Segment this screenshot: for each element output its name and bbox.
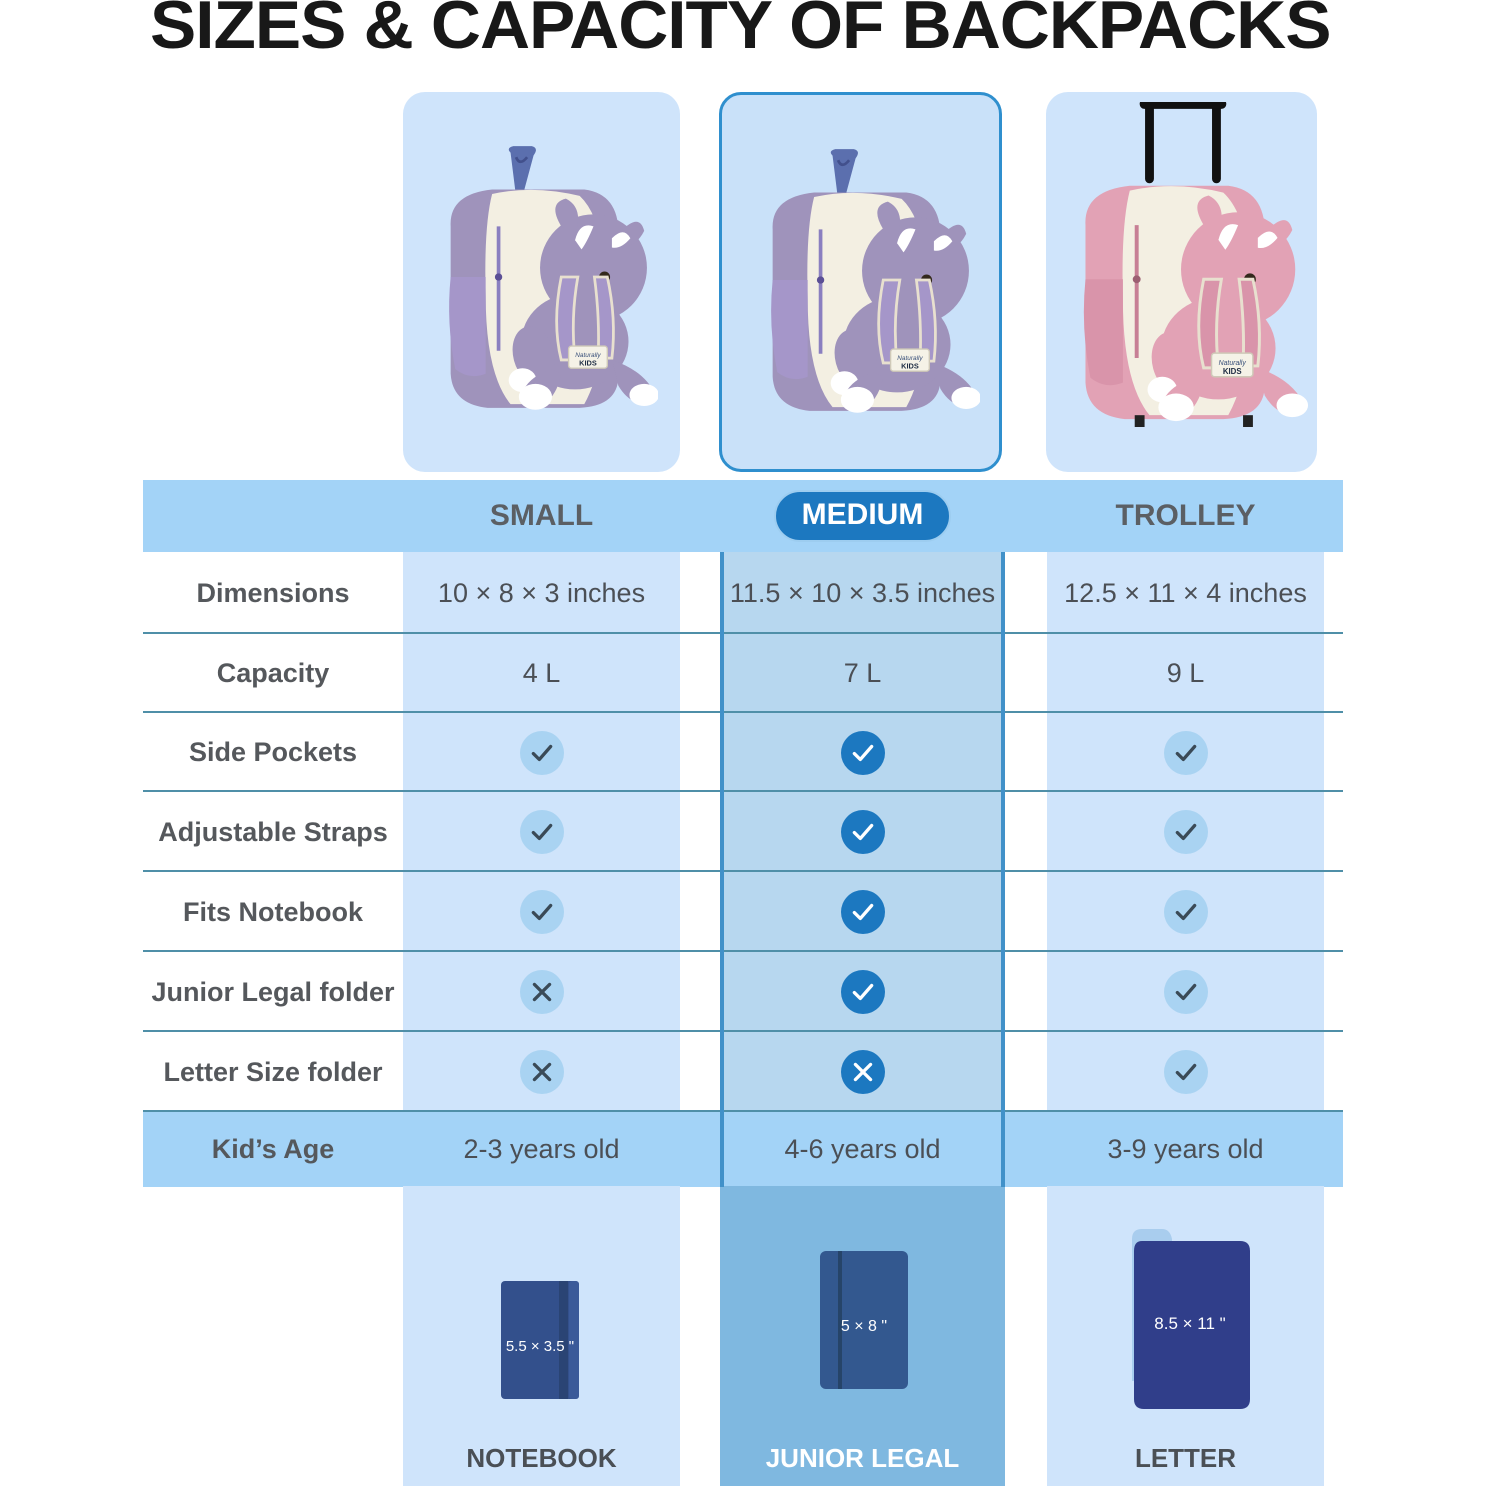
svg-text:8.5 × 11 ": 8.5 × 11 " bbox=[1154, 1314, 1225, 1333]
svg-text:5.5 × 3.5 ": 5.5 × 3.5 " bbox=[506, 1338, 574, 1355]
svg-text:5 × 8 ": 5 × 8 " bbox=[841, 1318, 887, 1335]
